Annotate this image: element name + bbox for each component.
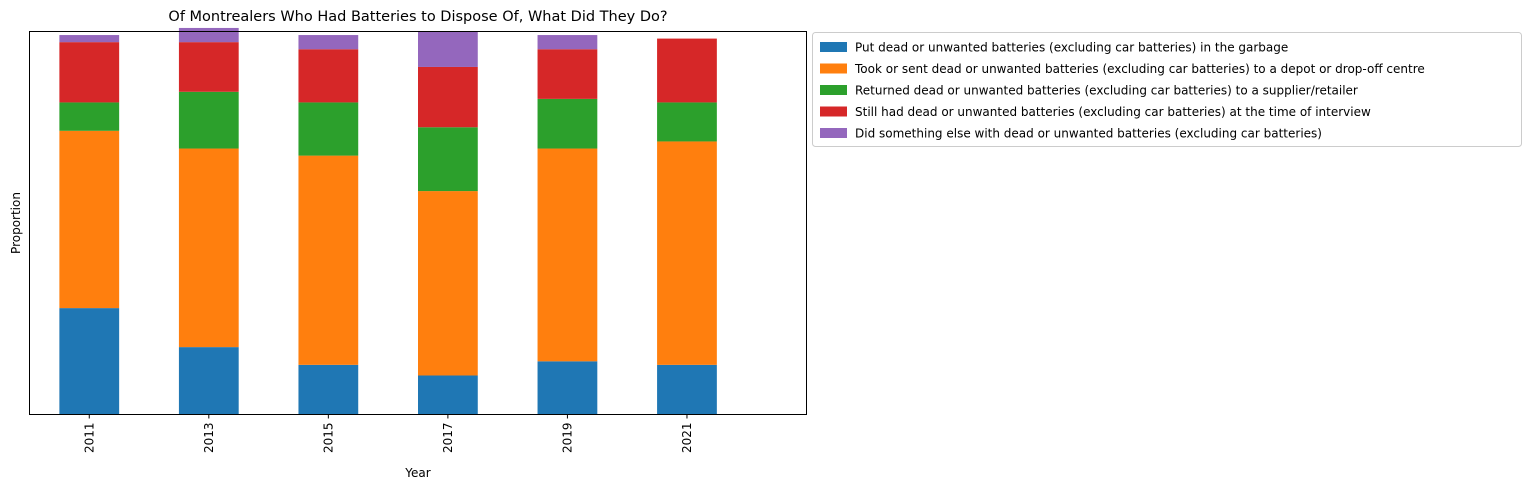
bar-2019-series-5	[537, 35, 598, 50]
legend-label-4: Still had dead or unwanted batteries (ex…	[855, 105, 1371, 119]
legend-swatch-5	[820, 128, 847, 138]
x-tick-label-2011: 2011	[82, 423, 96, 454]
bar-2019-series-2	[537, 148, 598, 362]
legend-label-3: Returned dead or unwanted batteries (exc…	[855, 84, 1358, 98]
bar-2013-series-3	[178, 91, 239, 149]
bar-2015-series-3	[298, 102, 359, 156]
bar-2017-series-3	[418, 127, 478, 192]
bar-2011-series-4	[59, 42, 120, 103]
legend-frame	[812, 32, 1522, 147]
legend-swatch-4	[820, 106, 847, 117]
x-tick-label-2015: 2015	[321, 423, 335, 454]
bar-2019-series-4	[537, 49, 598, 99]
bar-2013-series-4	[178, 42, 239, 92]
legend-swatch-3	[820, 85, 847, 95]
bar-2011-series-2	[59, 130, 120, 309]
bar-2019-series-3	[537, 98, 598, 149]
bar-2021-series-3	[657, 102, 717, 142]
x-tick-label-2017: 2017	[441, 423, 455, 454]
bar-2015-series-4	[298, 49, 359, 103]
bar-2015-series-1	[298, 364, 359, 415]
chart-title: Of Montrealers Who Had Batteries to Disp…	[168, 9, 667, 25]
x-tick-label-2019: 2019	[560, 423, 574, 454]
bar-2017-series-4	[418, 66, 478, 128]
legend-swatch-2	[820, 63, 847, 74]
legend-label-2: Took or sent dead or unwanted batteries …	[854, 62, 1425, 76]
legend-swatch-1	[820, 42, 847, 52]
bar-2021-series-4	[657, 38, 717, 103]
legend-label-1: Put dead or unwanted batteries (excludin…	[855, 41, 1288, 55]
x-tick-label-2021: 2021	[680, 423, 694, 454]
bar-2011-series-3	[59, 102, 120, 131]
legend: Put dead or unwanted batteries (excludin…	[812, 32, 1522, 147]
bar-2021-series-2	[657, 141, 717, 365]
bar-2013-series-5	[178, 27, 239, 43]
x-tick-label-2013: 2013	[202, 423, 216, 454]
bar-2013-series-2	[178, 148, 239, 348]
plot-area-frame	[29, 31, 807, 415]
bar-2013-series-1	[178, 347, 239, 415]
bars-group	[59, 27, 717, 415]
y-axis-label: Proportion	[9, 192, 23, 254]
bar-2015-series-2	[298, 155, 359, 365]
x-axis-ticks: 2011 2013 2015 2017 2019 2021	[82, 414, 694, 454]
bar-2019-series-1	[537, 361, 598, 415]
bar-2017-series-1	[418, 375, 478, 415]
legend-label-5: Did something else with dead or unwanted…	[855, 127, 1322, 141]
bar-2021-series-1	[657, 364, 717, 415]
bar-2011-series-1	[59, 308, 120, 415]
bar-2017-series-2	[418, 191, 478, 376]
bar-2015-series-5	[298, 35, 359, 50]
bar-2017-series-5	[418, 31, 478, 67]
bar-2011-series-5	[59, 35, 120, 43]
x-axis-label: Year	[404, 466, 430, 480]
